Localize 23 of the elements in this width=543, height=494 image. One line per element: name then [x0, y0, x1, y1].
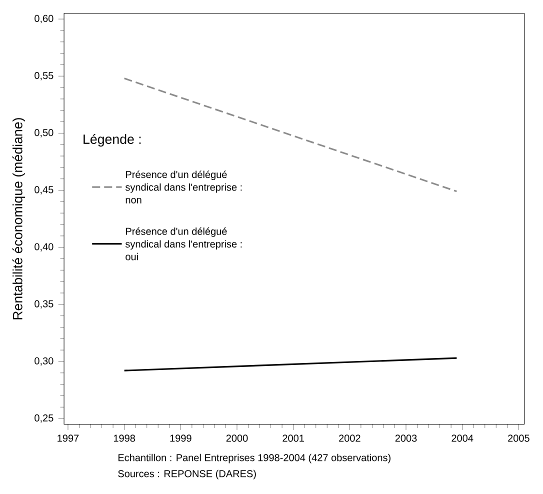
y-tick-label: 0,40 — [34, 243, 54, 252]
x-tick-label: 2004 — [452, 434, 474, 442]
legend-title: Légende : — [84, 134, 141, 147]
x-tick-label: 2002 — [339, 434, 360, 442]
x-tick-label: 2003 — [395, 434, 417, 442]
x-tick-label: 1999 — [170, 434, 192, 442]
y-tick-label: 0,35 — [34, 300, 54, 309]
y-tick-label: 0,45 — [34, 186, 54, 195]
x-tick-label: 2005 — [508, 434, 530, 442]
y-tick-label: 0,50 — [34, 129, 54, 138]
x-tick-label: 1998 — [114, 434, 136, 442]
x-tick-label: 2000 — [226, 434, 248, 442]
y-tick-label: 0,30 — [34, 358, 54, 366]
legend-label: Présence d'un délégué syndical dans l'entreprise : oui — [125, 228, 242, 260]
source-note: Sources : REPONSE (DARES) — [118, 470, 256, 480]
y-axis-title: Rentabilité économique (médiane) — [12, 118, 25, 320]
x-tick-label: 1997 — [58, 434, 79, 442]
text: Echantillon : Panel Entreprises 1998-2004 (427 observations) — [118, 454, 390, 464]
y-tick-label: 0,60 — [34, 15, 54, 24]
legend-label: Présence d'un délégué syndical dans l'entreprise : non — [125, 170, 242, 204]
y-tick-label: 0,55 — [34, 72, 54, 80]
y-tick-label: 0,25 — [34, 414, 54, 423]
x-tick-label: 2001 — [282, 434, 304, 442]
